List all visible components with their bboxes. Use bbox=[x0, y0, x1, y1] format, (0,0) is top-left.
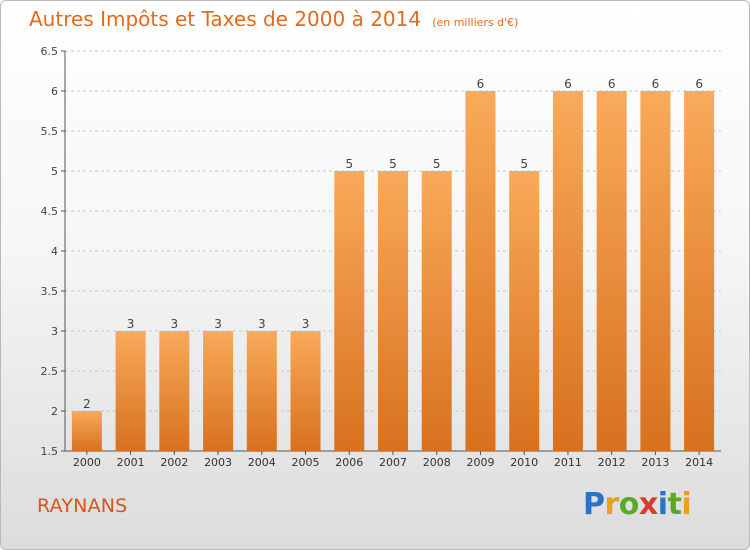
y-tick-label: 4.5 bbox=[41, 205, 59, 218]
data-label-2000: 2 bbox=[83, 397, 91, 411]
bar-2009 bbox=[465, 91, 496, 451]
proxiti-logo: Proxiti bbox=[583, 487, 692, 522]
bar-2013 bbox=[640, 91, 671, 451]
bar-2004 bbox=[246, 331, 277, 451]
x-tick-label-2005: 2005 bbox=[292, 456, 320, 469]
logo-letter: x bbox=[638, 487, 658, 522]
bar-2010 bbox=[509, 171, 540, 451]
x-tick-label-2003: 2003 bbox=[204, 456, 232, 469]
bar-2012 bbox=[596, 91, 627, 451]
x-tick-label-2009: 2009 bbox=[466, 456, 494, 469]
bar-2006 bbox=[334, 171, 365, 451]
y-tick-label: 2 bbox=[51, 405, 58, 418]
chart-subtitle: (en milliers d'€) bbox=[432, 16, 519, 29]
y-tick-label: 3.5 bbox=[41, 285, 59, 298]
logo-letter: i bbox=[657, 487, 668, 522]
data-label-2013: 6 bbox=[652, 77, 660, 91]
x-tick-label-2004: 2004 bbox=[248, 456, 276, 469]
data-label-2011: 6 bbox=[564, 77, 572, 91]
y-tick-label: 3 bbox=[51, 325, 58, 338]
x-tick-label-2001: 2001 bbox=[117, 456, 145, 469]
x-tick-label-2010: 2010 bbox=[510, 456, 538, 469]
x-tick-label-2012: 2012 bbox=[598, 456, 626, 469]
logo-letter: o bbox=[618, 487, 640, 522]
bar-2001 bbox=[115, 331, 146, 451]
bar-2002 bbox=[159, 331, 190, 451]
data-label-2006: 5 bbox=[345, 157, 353, 171]
data-label-2010: 5 bbox=[520, 157, 528, 171]
x-tick-label-2000: 2000 bbox=[73, 456, 101, 469]
bar-2011 bbox=[552, 91, 583, 451]
y-tick-label: 5.5 bbox=[41, 125, 59, 138]
data-label-2007: 5 bbox=[389, 157, 397, 171]
logo-letter: P bbox=[583, 487, 605, 522]
x-tick-label-2007: 2007 bbox=[379, 456, 407, 469]
data-label-2004: 3 bbox=[258, 317, 266, 331]
bar-2003 bbox=[203, 331, 234, 451]
data-label-2003: 3 bbox=[214, 317, 222, 331]
data-label-2001: 3 bbox=[127, 317, 135, 331]
data-label-2005: 3 bbox=[302, 317, 310, 331]
logo-letter: i bbox=[681, 487, 692, 522]
data-label-2002: 3 bbox=[171, 317, 179, 331]
bar-2014 bbox=[684, 91, 715, 451]
y-tick-label: 1.5 bbox=[41, 445, 59, 458]
x-tick-label-2008: 2008 bbox=[423, 456, 451, 469]
data-label-2009: 6 bbox=[477, 77, 485, 91]
logo-letter: t bbox=[667, 487, 682, 522]
y-tick-label: 4 bbox=[51, 245, 58, 258]
y-tick-label: 2.5 bbox=[41, 365, 59, 378]
bar-2008 bbox=[421, 171, 452, 451]
logo-letter: r bbox=[604, 487, 620, 522]
chart-title-block: Autres Impôts et Taxes de 2000 à 2014 (e… bbox=[29, 7, 518, 31]
x-tick-label-2011: 2011 bbox=[554, 456, 582, 469]
bar-2005 bbox=[290, 331, 321, 451]
x-tick-label-2013: 2013 bbox=[641, 456, 669, 469]
y-tick-label: 6.5 bbox=[41, 45, 59, 58]
commune-name: RAYNANS bbox=[37, 495, 128, 517]
x-tick-label-2014: 2014 bbox=[685, 456, 713, 469]
bar-2000 bbox=[71, 411, 102, 451]
x-tick-label-2002: 2002 bbox=[160, 456, 188, 469]
y-tick-label: 5 bbox=[51, 165, 58, 178]
chart-title: Autres Impôts et Taxes de 2000 à 2014 bbox=[29, 7, 422, 31]
y-tick-label: 6 bbox=[51, 85, 58, 98]
bar-2007 bbox=[378, 171, 408, 451]
data-label-2012: 6 bbox=[608, 77, 616, 91]
x-tick-label-2006: 2006 bbox=[335, 456, 363, 469]
data-label-2014: 6 bbox=[695, 77, 703, 91]
data-label-2008: 5 bbox=[433, 157, 441, 171]
